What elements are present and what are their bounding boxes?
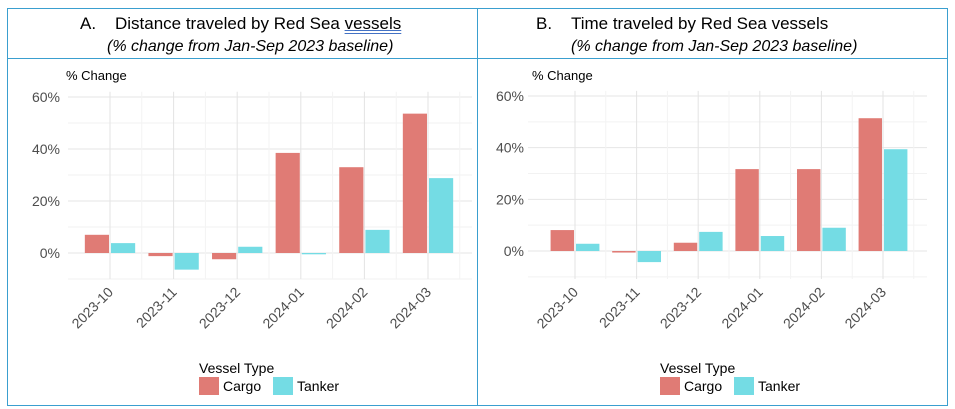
- panel-a-legend-key-tanker: [273, 377, 293, 395]
- panel-a-bar-cargo-2023-11: [148, 253, 173, 257]
- panel-a-xtick-label: 2024-01: [259, 284, 307, 332]
- panel-b-title-text: Time traveled by Red Sea vessels: [570, 14, 829, 33]
- panel-a-bar-cargo-2024-01: [275, 152, 300, 253]
- panel-a-bar-cargo-2024-03: [402, 113, 427, 253]
- panel-b-bar-cargo-2024-01: [735, 169, 759, 251]
- panel-a-bar-tanker-2023-10: [111, 243, 136, 253]
- panel-b-legend-title: Vessel Type: [660, 360, 735, 376]
- panel-b-title: B. Time traveled by Red Sea vessels: [536, 14, 828, 34]
- panel-b-bar-cargo-2024-02: [796, 169, 821, 251]
- panel-a-subtitle: (% change from Jan-Sep 2023 baseline): [107, 38, 394, 55]
- panel-b-bar-cargo-2023-11: [612, 251, 636, 253]
- panel-b-xtick-label: 2024-02: [780, 284, 828, 332]
- panel-b-xtick-label: 2023-11: [596, 284, 643, 331]
- panel-a-legend-label-tanker: Tanker: [297, 378, 339, 394]
- panel-a-bar-tanker-2024-01: [301, 253, 326, 255]
- panel-a-letter: A.: [80, 14, 97, 33]
- panel-b-bar-tanker-2024-02: [822, 227, 846, 251]
- panel-a-ytick-label: 40%: [32, 141, 60, 157]
- panel-b-ytick-label: 60%: [496, 88, 524, 104]
- panel-b-ytick-label: 20%: [496, 191, 524, 207]
- panel-a-bar-cargo-2024-02: [339, 167, 364, 253]
- panel-a-legend-key-cargo: [199, 377, 219, 395]
- panel-a-ytick-label: 20%: [32, 193, 60, 209]
- panel-a-title: A. Distance traveled by Red Sea vessels: [80, 14, 401, 34]
- header-divider: [7, 58, 948, 59]
- panel-a-xtick-label: 2024-02: [323, 284, 371, 332]
- panel-a-legend-label-cargo: Cargo: [223, 378, 261, 394]
- panel-a-title-underlined: vessels: [344, 14, 402, 33]
- panel-b-bar-tanker-2024-03: [884, 149, 908, 251]
- panel-a-xtick-label: 2023-12: [196, 284, 244, 332]
- panel-b-legend-key-tanker: [734, 377, 754, 395]
- panel-b-xtick-label: 2024-01: [718, 284, 766, 332]
- panel-b-subtitle: (% change from Jan-Sep 2023 baseline): [571, 38, 858, 55]
- panel-b-legend-label-tanker: Tanker: [758, 378, 800, 394]
- panel-b-bar-tanker-2023-10: [576, 243, 600, 251]
- panel-b-legend-key-cargo: [660, 377, 680, 395]
- panel-b-xtick-label: 2024-03: [841, 284, 889, 332]
- panel-a-bar-tanker-2024-02: [365, 229, 390, 253]
- panel-a-xtick-label: 2023-10: [68, 284, 116, 332]
- panel-b-y-axis-title: % Change: [532, 68, 593, 83]
- panel-a-bar-tanker-2023-11: [174, 253, 199, 270]
- panel-a-y-axis-title: % Change: [66, 68, 127, 83]
- panel-b-bar-cargo-2023-10: [550, 230, 574, 251]
- panel-b-bar-tanker-2024-01: [760, 236, 785, 251]
- panel-a-bar-cargo-2023-12: [212, 253, 237, 260]
- panel-a-xtick-label: 2024-03: [386, 284, 434, 332]
- panel-a-ytick-label: 0%: [40, 245, 60, 261]
- panel-divider: [477, 8, 478, 405]
- panel-b-legend-label-cargo: Cargo: [684, 378, 722, 394]
- panel-b-letter: B.: [536, 14, 553, 33]
- panel-b-xtick-label: 2023-12: [657, 284, 705, 332]
- panel-b-bar-tanker-2023-12: [699, 231, 723, 251]
- panel-b-bar-tanker-2023-11: [637, 251, 662, 263]
- panel-a-xtick-label: 2023-11: [133, 284, 180, 331]
- panel-a-title-text: Distance traveled by Red Sea: [114, 14, 345, 33]
- panel-b-xtick-label: 2023-10: [533, 284, 581, 332]
- panel-a-ytick-label: 60%: [32, 89, 60, 105]
- panel-b-ytick-label: 40%: [496, 140, 524, 156]
- panel-b-bar-cargo-2023-12: [673, 242, 698, 251]
- panel-a-bar-cargo-2023-10: [84, 234, 109, 253]
- panel-a-bar-tanker-2023-12: [238, 246, 263, 253]
- panel-a-legend-title: Vessel Type: [199, 360, 274, 376]
- panel-b-bar-cargo-2024-03: [858, 118, 882, 251]
- panel-a-bar-tanker-2024-03: [429, 178, 454, 253]
- panel-b-ytick-label: 0%: [504, 243, 524, 259]
